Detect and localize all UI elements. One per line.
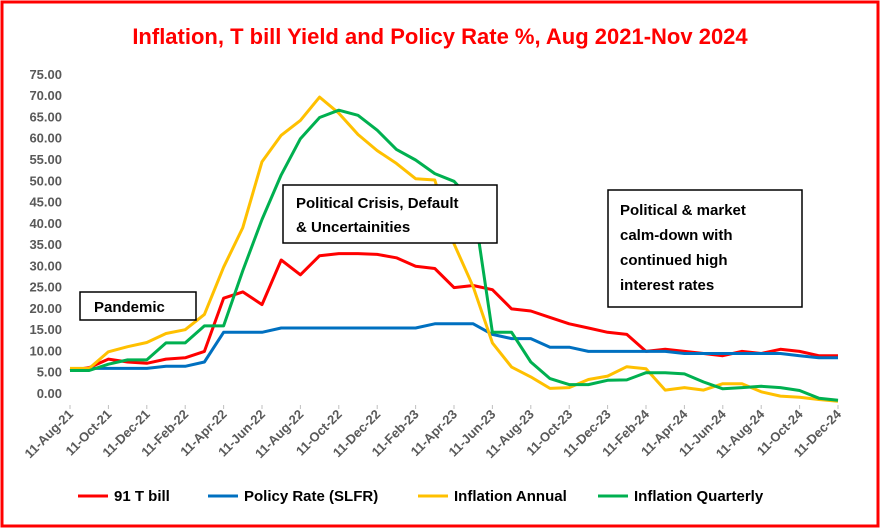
annotation-text: interest rates: [620, 277, 714, 294]
annotation-text: Political & market: [620, 202, 746, 219]
y-tick-label: 45.00: [29, 195, 62, 210]
annotation-text: continued high: [620, 252, 727, 269]
y-tick-label: 25.00: [29, 280, 62, 295]
chart-title: Inflation, T bill Yield and Policy Rate …: [132, 24, 748, 49]
legend-label: Inflation Annual: [454, 488, 567, 505]
y-tick-label: 10.00: [29, 343, 62, 358]
series-line: [70, 95, 839, 403]
series-line: [70, 108, 839, 402]
y-tick-label: 20.00: [29, 301, 62, 316]
y-tick-label: 75.00: [29, 67, 62, 82]
annotation-text: Pandemic: [94, 299, 165, 316]
legend-label: Inflation Quarterly: [634, 488, 764, 505]
y-tick-label: 0.00: [37, 386, 62, 401]
annotation-box: [79, 291, 197, 321]
annotation-box: [607, 189, 803, 308]
y-tick-label: 60.00: [29, 131, 62, 146]
y-tick-label: 5.00: [37, 365, 62, 380]
y-tick-label: 35.00: [29, 237, 62, 252]
y-tick-label: 70.00: [29, 88, 62, 103]
legend-label: 91 T bill: [114, 488, 170, 505]
annotations: Pandemic Political Crisis, Default & Unc…: [79, 184, 803, 321]
annotation-text: calm-down with: [620, 227, 733, 244]
annotation-text: & Uncertainities: [296, 219, 410, 236]
y-tick-label: 15.00: [29, 322, 62, 337]
series-line: [69, 322, 838, 372]
annotation-box: [282, 184, 498, 244]
legend-label: Policy Rate (SLFR): [244, 488, 378, 505]
legend: 91 T bill Policy Rate (SLFR) Inflation Ann…: [78, 488, 764, 505]
y-tick-label: 55.00: [29, 152, 62, 167]
y-tick-label: 50.00: [29, 173, 62, 188]
y-tick-label: 40.00: [29, 216, 62, 231]
y-tick-label: 30.00: [29, 258, 62, 273]
annotation-text: Political Crisis, Default: [296, 195, 459, 212]
y-tick-label: 65.00: [29, 109, 62, 124]
